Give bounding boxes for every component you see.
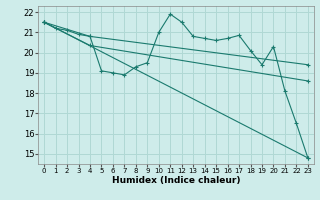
X-axis label: Humidex (Indice chaleur): Humidex (Indice chaleur) [112, 176, 240, 185]
